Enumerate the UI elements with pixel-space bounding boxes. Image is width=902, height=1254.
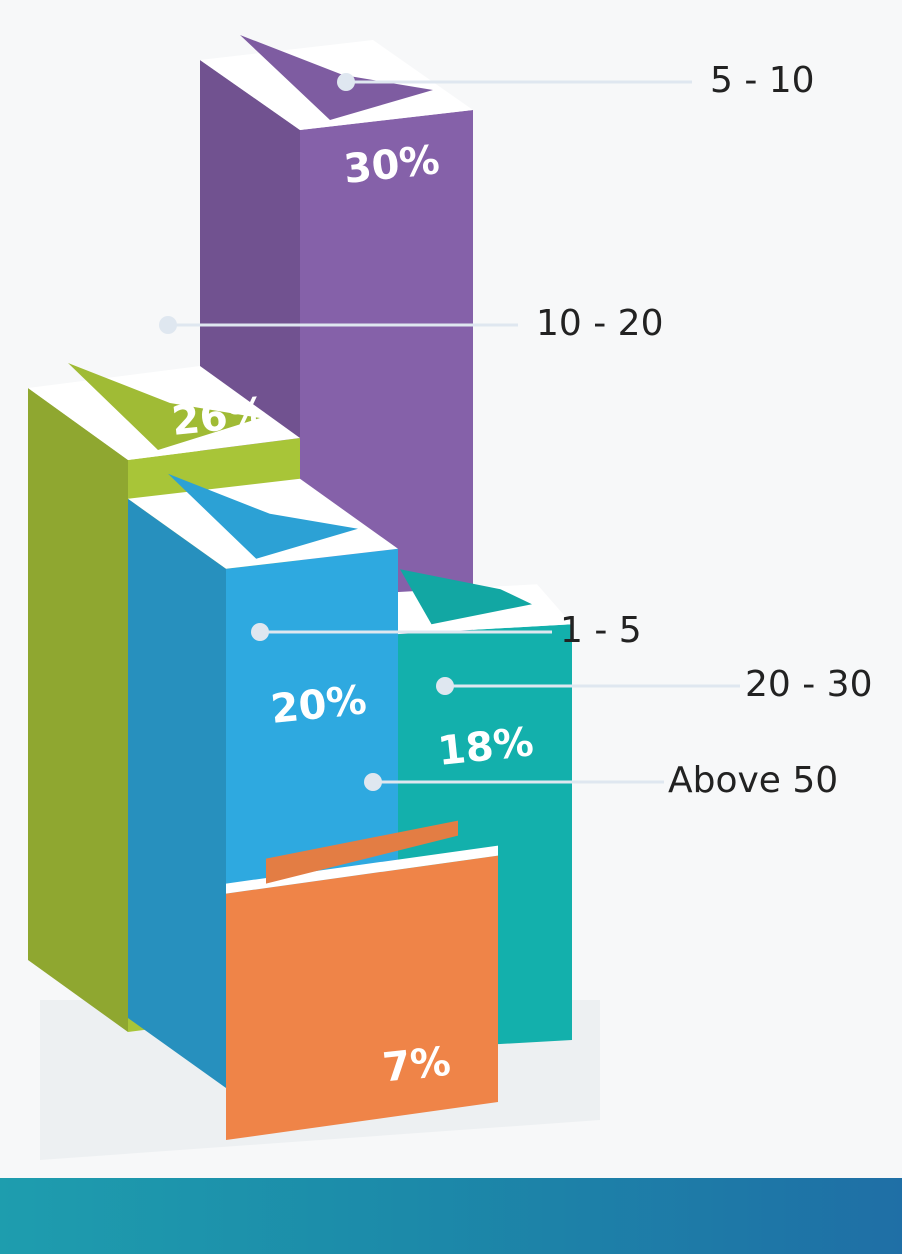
leader-dot (436, 677, 454, 695)
bar-above50: Above 50 7% (226, 760, 838, 1140)
leader-dot (364, 773, 382, 791)
value-label: 7% (380, 1039, 452, 1092)
value-label: 26% (170, 389, 270, 445)
value-label: 30% (342, 137, 442, 193)
bar-top-cap (240, 35, 433, 120)
bottom-band (0, 1178, 902, 1254)
category-label: 1 - 5 (560, 610, 642, 651)
bar-front-face (226, 855, 498, 1140)
bar-top-cap (400, 569, 532, 625)
leader-dot (251, 623, 269, 641)
leader-dot (337, 73, 355, 91)
bar-top-frame (226, 845, 498, 894)
leader-dot (159, 316, 177, 334)
category-label: 5 - 10 (710, 60, 815, 101)
bar-side-face (28, 388, 128, 1032)
bar-top-cap (68, 363, 260, 450)
category-label: 10 - 20 (536, 303, 664, 344)
value-label: 18% (436, 719, 536, 775)
bar-top-cap (266, 820, 458, 884)
bar-side-face (128, 498, 226, 1088)
category-label: Above 50 (668, 760, 838, 801)
bar-top-cap (168, 473, 358, 559)
value-label: 20% (269, 677, 369, 733)
category-label: 20 - 30 (745, 664, 873, 705)
